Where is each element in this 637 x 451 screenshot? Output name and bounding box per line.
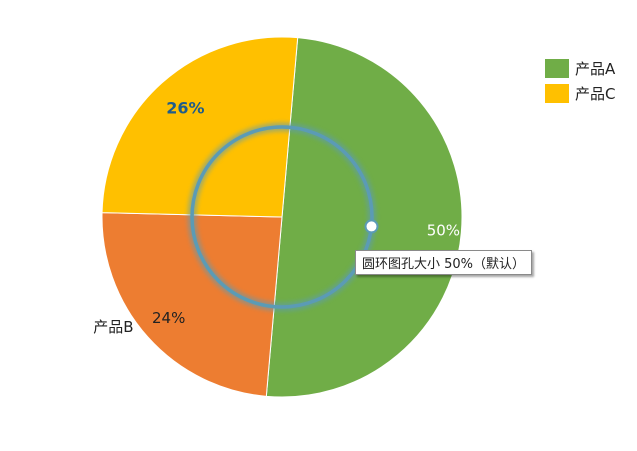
legend-swatch-product-a bbox=[545, 59, 569, 78]
data-label-product-c: 26% bbox=[166, 98, 204, 117]
legend-label-product-c: 产品C bbox=[575, 85, 616, 103]
legend: 产品A 产品C bbox=[545, 56, 615, 106]
hole-size-ring[interactable] bbox=[190, 125, 374, 309]
data-label-product-a: 50% bbox=[427, 222, 460, 240]
legend-swatch-product-c bbox=[545, 84, 569, 103]
pie-slice-product-c[interactable] bbox=[101, 36, 299, 218]
hole-size-handle[interactable] bbox=[364, 219, 379, 234]
data-label-product-b: 24% bbox=[152, 309, 185, 327]
pie-slice-product-b[interactable] bbox=[101, 212, 283, 397]
legend-item-product-a[interactable]: 产品A bbox=[545, 56, 615, 81]
legend-label-product-a: 产品A bbox=[575, 60, 616, 78]
pie-slice-product-a[interactable] bbox=[265, 37, 463, 398]
hole-size-tooltip: 圆环图孔大小 50%（默认） bbox=[355, 250, 533, 275]
category-label-product-b: 产品B bbox=[93, 318, 133, 336]
legend-item-product-c[interactable]: 产品C bbox=[545, 81, 615, 106]
